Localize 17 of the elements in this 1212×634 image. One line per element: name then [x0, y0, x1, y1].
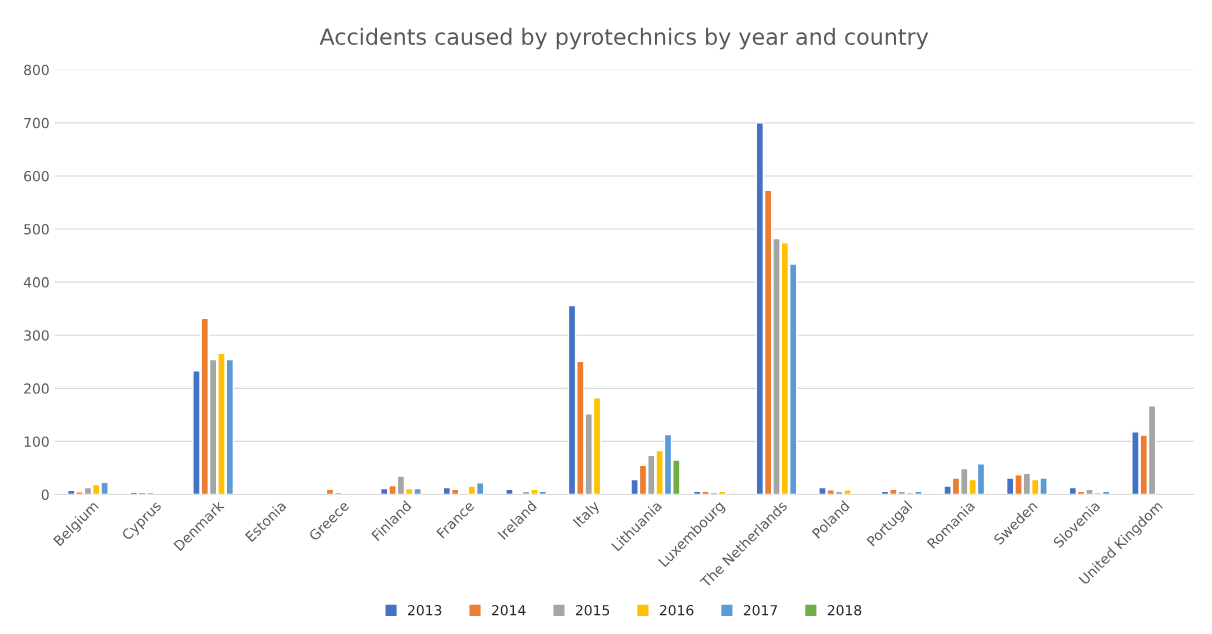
y-tick-label: 700 — [24, 117, 49, 129]
y-tick-label: 100 — [24, 436, 49, 447]
legend-label: 2015 — [575, 604, 610, 616]
legend-label: 2017 — [743, 604, 778, 616]
legend-label: 2014 — [492, 604, 526, 616]
y-tick-label: 500 — [24, 224, 49, 235]
y-tick-label: 800 — [24, 64, 49, 76]
legend-label: 2016 — [659, 604, 694, 616]
legend-label: 2013 — [408, 604, 442, 616]
chart-title: Accidents caused by pyrotechnics by year and country — [319, 27, 929, 50]
y-tick-label: 300 — [24, 330, 49, 341]
y-tick-label: 600 — [24, 170, 49, 182]
y-tick-label: 400 — [23, 277, 49, 288]
bar — [505, 488, 514, 495]
legend-label: 2018 — [827, 604, 862, 616]
y-tick-label: 0 — [41, 489, 49, 500]
y-tick-label: 200 — [24, 383, 49, 394]
